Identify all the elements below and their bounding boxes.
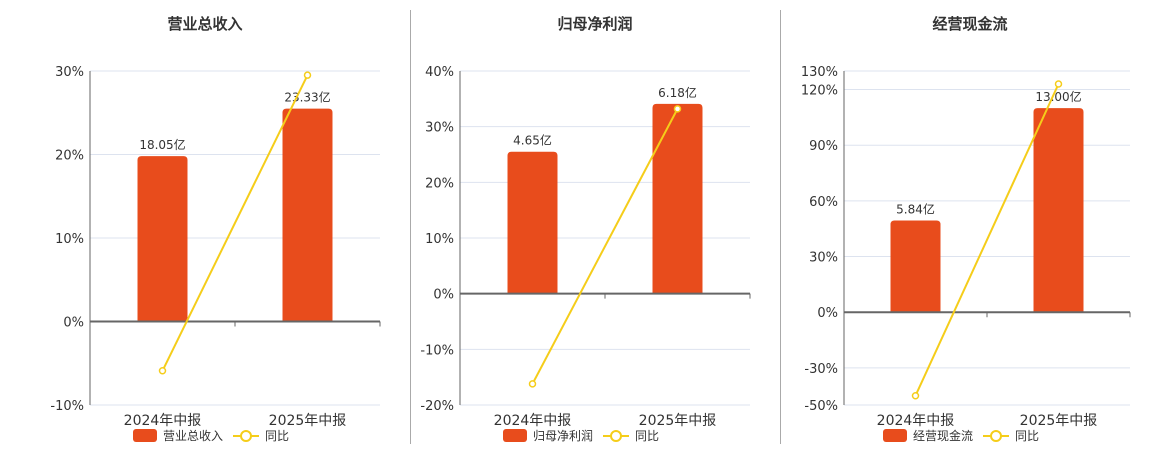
legend-line-marker-icon[interactable] bbox=[603, 429, 630, 442]
bar-value-label: 13.00亿 bbox=[1035, 89, 1081, 104]
y-tick-label: 40% bbox=[425, 65, 454, 80]
y-tick-label: -10% bbox=[420, 343, 454, 358]
chart-title: 营业总收入 bbox=[167, 15, 243, 33]
x-category-label: 2024年中报 bbox=[124, 413, 202, 429]
chart-title: 归母净利润 bbox=[557, 15, 633, 33]
y-tick-label: 10% bbox=[55, 232, 84, 247]
x-category-label: 2024年中报 bbox=[877, 413, 955, 429]
y-tick-label: 120% bbox=[801, 84, 838, 99]
chart-panel-net-profit: 归母净利润 40% 30% 20% 10% 0% -10% -20% 4.65亿 6.18亿 20… bbox=[410, 0, 780, 450]
y-tick-label: -50% bbox=[804, 399, 838, 414]
yoy-point-marker[interactable] bbox=[528, 380, 537, 388]
bar[interactable] bbox=[890, 220, 941, 313]
yoy-point-marker[interactable] bbox=[158, 367, 167, 375]
bar-value-label: 6.18亿 bbox=[658, 85, 697, 100]
y-tick-label: 130% bbox=[801, 65, 838, 80]
y-tick-label: 30% bbox=[425, 121, 454, 136]
x-category-label: 2025年中报 bbox=[1020, 413, 1098, 429]
y-tick-label: 30% bbox=[55, 65, 84, 80]
legend-bar-label[interactable]: 经营现金流 bbox=[913, 429, 974, 443]
chart-plot: 130% 120% 90% 60% 30% 0% -30% -50% 5.84亿 13.00亿 20… bbox=[801, 65, 1131, 429]
yoy-line bbox=[914, 83, 1060, 397]
chart-panel-operating-cashflow: 经营现金流 130% 120% 90% 60% 30% 0% -30% -50% 5.84亿 13… bbox=[780, 0, 1160, 450]
chart-legend: 经营现金流 同比 bbox=[883, 427, 1039, 444]
y-tick-label: 60% bbox=[809, 195, 838, 210]
y-tick-label: 20% bbox=[425, 176, 454, 191]
y-tick-label: 20% bbox=[55, 149, 84, 164]
bar-value-label: 23.33亿 bbox=[284, 90, 330, 105]
yoy-point-marker[interactable] bbox=[303, 71, 312, 79]
y-tick-label: 30% bbox=[809, 251, 838, 266]
y-tick-label: -10% bbox=[50, 399, 84, 414]
panel-divider bbox=[780, 10, 781, 444]
y-tick-label: 90% bbox=[809, 139, 838, 154]
legend-line-label[interactable]: 同比 bbox=[265, 429, 290, 443]
chart-panel-revenue: 营业总收入 30% 20% 10% 0% -10% 18.05亿 23.33亿 2024年中报… bbox=[0, 0, 410, 450]
panel-divider bbox=[410, 10, 411, 444]
chart-plot: 30% 20% 10% 0% -10% 18.05亿 23.33亿 2024年中报 2025年中… bbox=[50, 65, 381, 429]
y-tick-label: -30% bbox=[804, 362, 838, 377]
y-tick-label: 0% bbox=[63, 316, 84, 331]
x-category-label: 2024年中报 bbox=[494, 413, 572, 429]
x-category-label: 2025年中报 bbox=[639, 413, 717, 429]
bar[interactable] bbox=[282, 108, 333, 322]
bar[interactable] bbox=[1033, 108, 1084, 313]
legend-bar-swatch-icon[interactable] bbox=[883, 429, 907, 442]
y-tick-label: -20% bbox=[420, 399, 454, 414]
legend-bar-swatch-icon[interactable] bbox=[503, 429, 527, 442]
yoy-point-marker[interactable] bbox=[673, 105, 682, 113]
bar-value-label: 4.65亿 bbox=[513, 133, 552, 148]
chart-plot: 40% 30% 20% 10% 0% -10% -20% 4.65亿 6.18亿 2024年中报 2… bbox=[420, 65, 751, 429]
y-tick-label: 0% bbox=[433, 288, 454, 303]
chart-title: 经营现金流 bbox=[932, 15, 1008, 33]
legend-bar-label[interactable]: 归母净利润 bbox=[533, 429, 594, 443]
legend-line-label[interactable]: 同比 bbox=[635, 429, 660, 443]
yoy-line bbox=[161, 74, 309, 372]
yoy-point-marker[interactable] bbox=[1054, 80, 1063, 88]
legend-line-marker-icon[interactable] bbox=[233, 429, 260, 442]
bar[interactable] bbox=[507, 151, 558, 294]
legend-line-label[interactable]: 同比 bbox=[1015, 429, 1040, 443]
chart-legend: 归母净利润 同比 bbox=[503, 427, 659, 444]
x-category-label: 2025年中报 bbox=[269, 413, 347, 429]
legend-line-marker-icon[interactable] bbox=[983, 429, 1010, 442]
bar-value-label: 5.84亿 bbox=[896, 202, 935, 217]
bar[interactable] bbox=[137, 156, 188, 322]
y-tick-label: 0% bbox=[817, 306, 838, 321]
yoy-line bbox=[531, 108, 679, 385]
legend-bar-label[interactable]: 营业总收入 bbox=[163, 429, 224, 443]
chart-legend: 营业总收入 同比 bbox=[133, 427, 289, 444]
bar[interactable] bbox=[652, 103, 703, 294]
legend-bar-swatch-icon[interactable] bbox=[133, 429, 157, 442]
bar-value-label: 18.05亿 bbox=[139, 137, 185, 152]
y-tick-label: 10% bbox=[425, 232, 454, 247]
yoy-point-marker[interactable] bbox=[911, 391, 920, 400]
